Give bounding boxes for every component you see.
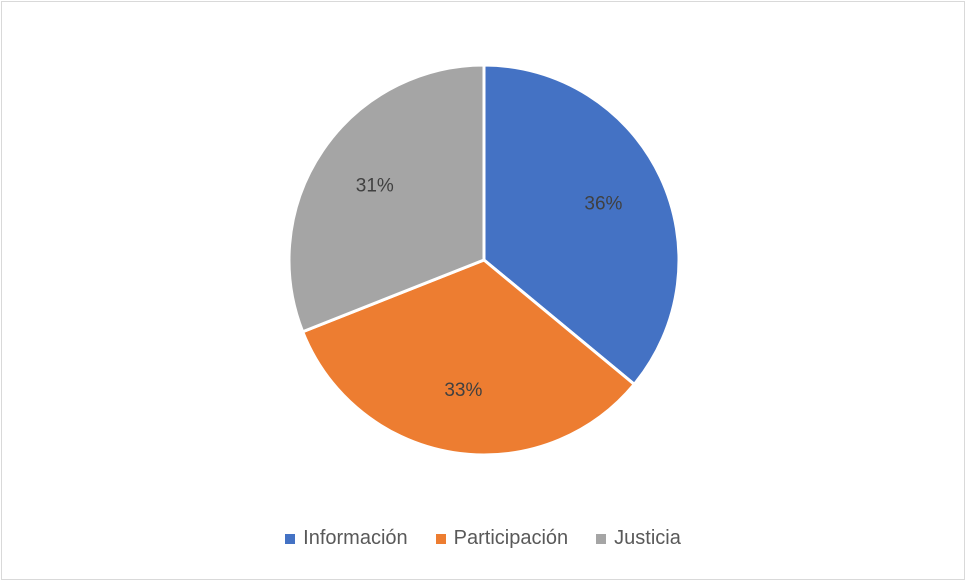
legend-swatch-informacion bbox=[285, 533, 296, 544]
legend-item-informacion: Información bbox=[285, 527, 408, 550]
legend-label-participacion: Participación bbox=[453, 527, 569, 549]
pie-labels: 36% 33% 31% bbox=[356, 175, 623, 401]
pie-slices bbox=[287, 63, 681, 457]
pie-slice-informacion bbox=[482, 63, 681, 386]
legend-item-participacion: Participación bbox=[435, 527, 569, 550]
legend-item-justicia: Justicia bbox=[596, 527, 681, 550]
data-label-justicia: 31% bbox=[356, 175, 394, 196]
legend-label-informacion: Información bbox=[303, 527, 408, 549]
legend-swatch-justicia bbox=[596, 533, 607, 544]
pie-slice-justicia bbox=[287, 63, 486, 334]
pie-slice-participacion bbox=[301, 258, 636, 457]
legend-swatch-participacion bbox=[435, 533, 446, 544]
legend-label-justicia: Justicia bbox=[614, 527, 681, 549]
data-label-participacion: 33% bbox=[444, 380, 482, 401]
data-label-informacion: 36% bbox=[584, 193, 622, 214]
legend: Información Participación Justicia bbox=[0, 527, 966, 550]
